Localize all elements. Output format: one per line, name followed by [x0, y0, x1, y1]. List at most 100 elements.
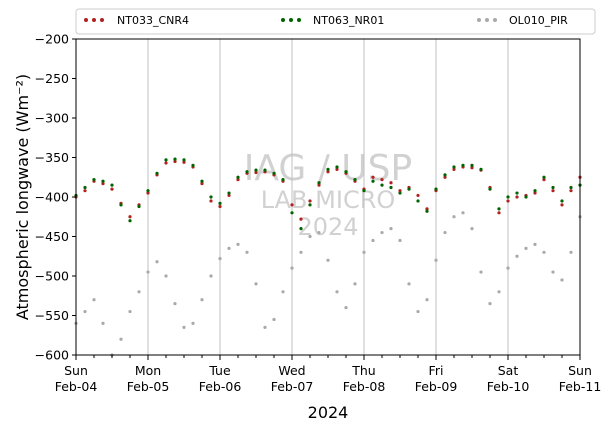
x-tick-label-day: Sun [568, 363, 592, 378]
data-point [515, 254, 519, 258]
data-point [461, 163, 465, 167]
data-point [182, 325, 186, 329]
data-point [173, 302, 177, 306]
data-point [173, 157, 177, 161]
data-point [254, 170, 258, 175]
data-point [371, 179, 375, 183]
x-tick-label-date: Feb-10 [487, 379, 530, 394]
y-tick-label: −400 [35, 190, 69, 205]
data-point [263, 168, 267, 172]
data-point [245, 170, 249, 174]
y-tick-label: −450 [35, 229, 69, 244]
data-point [119, 337, 123, 341]
data-point [470, 166, 474, 170]
data-point [317, 230, 321, 235]
data-point [443, 173, 447, 177]
data-point [290, 211, 294, 215]
data-point [227, 246, 231, 250]
data-point [407, 187, 411, 191]
data-point [200, 181, 204, 186]
data-point [389, 181, 393, 185]
data-point [398, 191, 402, 195]
data-point [353, 178, 357, 182]
data-point [83, 189, 87, 193]
data-point [470, 227, 474, 231]
legend-marker [92, 18, 96, 22]
data-point [326, 170, 330, 174]
legend-label: OL010_PIR [509, 14, 568, 27]
x-tick-label-day: Sat [498, 363, 519, 378]
legend-entry-2: OL010_PIR [477, 14, 568, 27]
data-point [128, 219, 132, 223]
data-point [191, 321, 195, 325]
data-point [146, 191, 150, 195]
x-axis-label: 2024 [308, 403, 349, 422]
data-point [344, 306, 348, 310]
data-point [497, 290, 501, 294]
series-OL010_PIR [74, 211, 582, 357]
data-point [497, 207, 501, 211]
data-point [182, 158, 186, 162]
data-point [308, 199, 312, 203]
legend-marker [297, 18, 301, 22]
data-point [119, 203, 123, 207]
data-point [488, 302, 492, 306]
data-point [317, 181, 321, 185]
data-point [407, 282, 411, 286]
data-point [443, 175, 447, 179]
data-point [425, 207, 429, 211]
data-point [254, 168, 258, 172]
data-point [83, 309, 87, 314]
x-tick-label-date: Feb-08 [343, 379, 386, 394]
data-point [263, 325, 267, 329]
data-point [110, 183, 114, 187]
data-point [380, 230, 384, 235]
data-point [380, 178, 384, 182]
data-point [335, 290, 339, 294]
data-point [209, 199, 213, 203]
data-point [443, 230, 447, 235]
data-point [227, 191, 231, 195]
x-tick-label-day: Fri [429, 363, 444, 378]
data-point [551, 185, 555, 190]
data-point [560, 203, 564, 207]
y-tick-label: −250 [35, 71, 69, 86]
data-point [452, 215, 456, 219]
legend-marker [485, 18, 489, 22]
data-point [533, 242, 537, 246]
data-point [83, 185, 87, 190]
data-point [299, 227, 303, 231]
data-point [434, 187, 438, 191]
data-point [290, 203, 294, 207]
data-point [344, 170, 348, 174]
data-point [551, 189, 555, 193]
legend-marker [281, 18, 285, 22]
data-point [461, 211, 465, 215]
data-point [299, 250, 303, 254]
data-point [137, 204, 141, 209]
data-point [326, 258, 330, 262]
data-point [227, 193, 231, 198]
data-point [254, 282, 258, 286]
data-point [398, 189, 402, 193]
data-point [308, 234, 312, 239]
data-point [164, 158, 168, 162]
data-point [533, 189, 537, 193]
data-point [101, 179, 105, 183]
data-point [569, 189, 573, 193]
data-point [110, 187, 114, 191]
data-point [92, 298, 96, 302]
x-tick-label-date: Feb-09 [415, 379, 458, 394]
data-point [308, 203, 312, 207]
data-point [272, 171, 276, 175]
watermark-line-3: 2024 [297, 213, 358, 241]
data-point [452, 167, 456, 171]
x-tick-label-day: Thu [351, 363, 375, 378]
data-point [479, 167, 483, 171]
data-point [506, 195, 510, 199]
data-point [209, 195, 213, 199]
data-point [416, 199, 420, 203]
data-point [479, 270, 483, 274]
data-point [173, 159, 177, 164]
legend-marker [289, 18, 293, 22]
